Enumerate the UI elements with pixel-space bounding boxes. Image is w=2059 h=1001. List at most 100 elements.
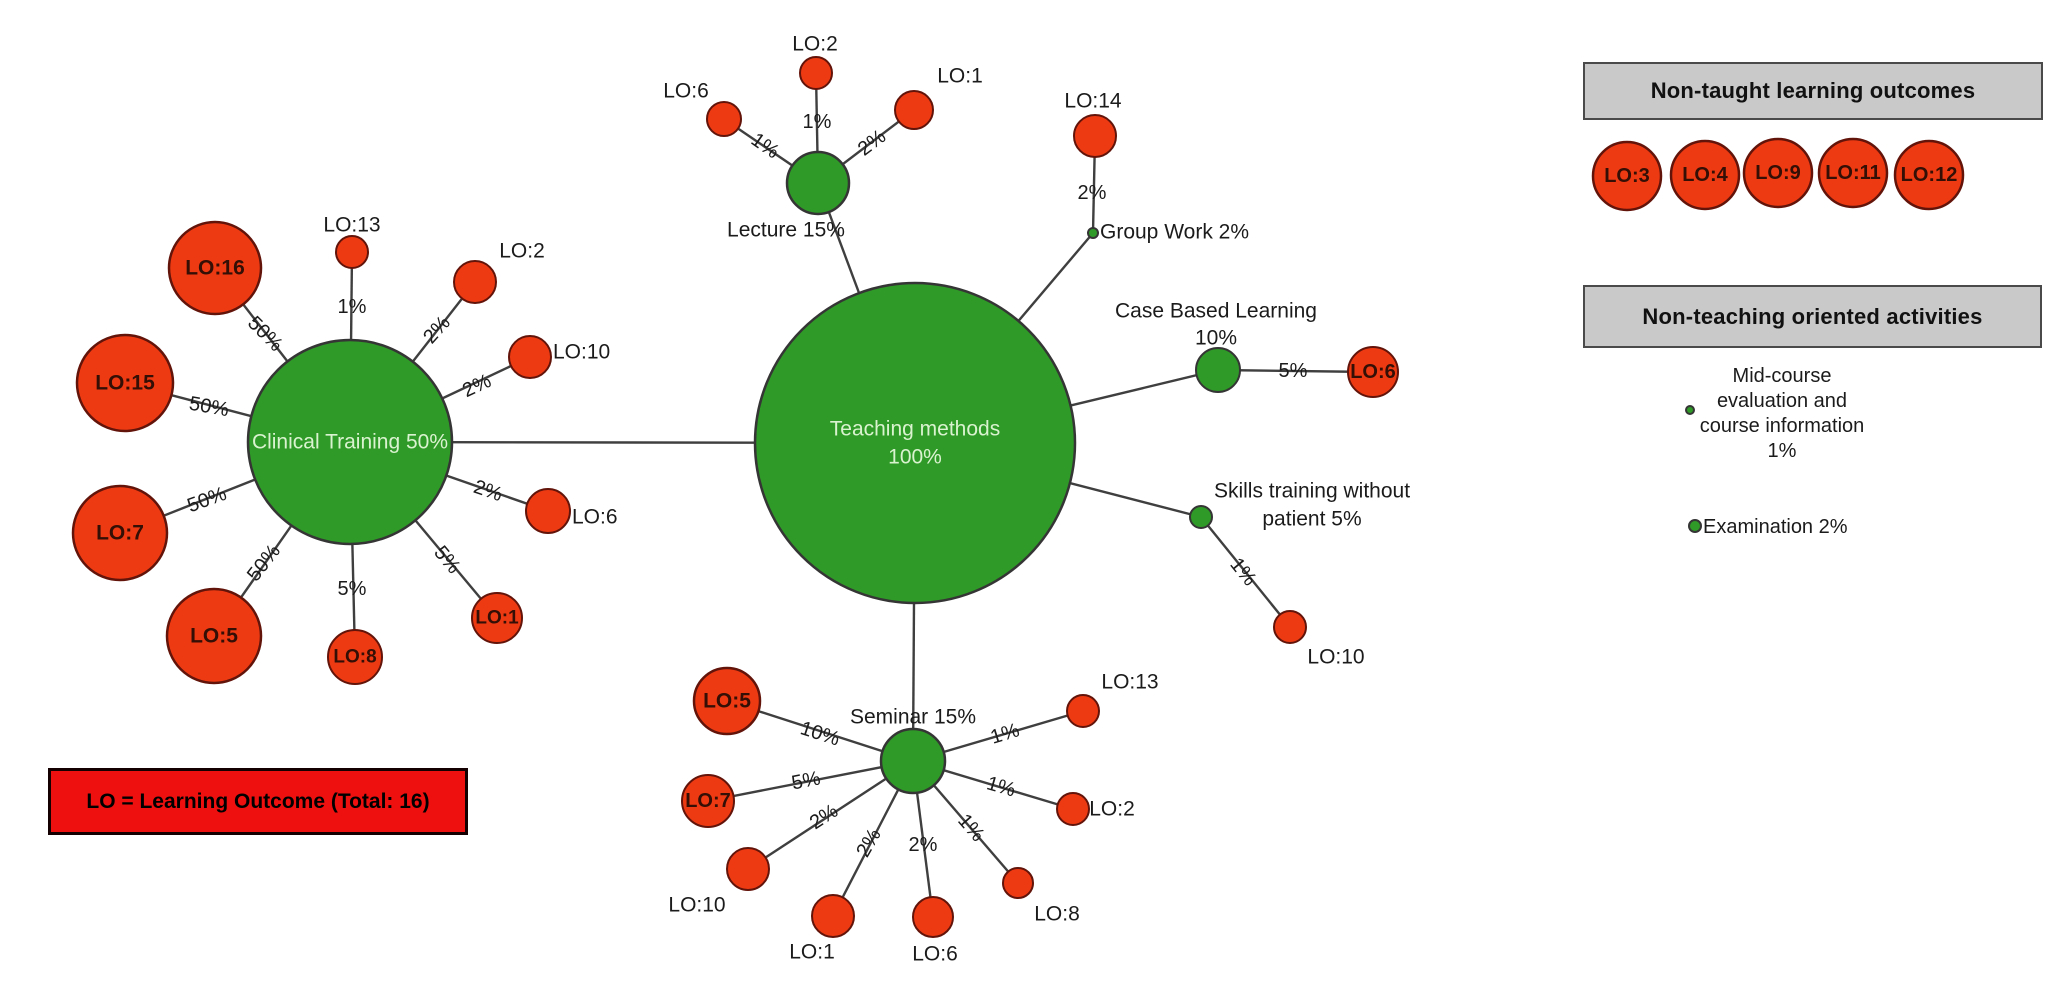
label-lo14: LO:14: [1064, 90, 1122, 113]
lo-circle-s8: [1002, 867, 1034, 899]
label-lo11: LO:11: [1825, 162, 1881, 184]
non-teaching-header: Non-teaching oriented activities: [1583, 285, 2042, 348]
edge-label-seminar-s7: 5%: [790, 767, 823, 794]
lo-circle-s10: [726, 847, 770, 891]
node-circle-skills: [1189, 505, 1213, 529]
lo-circle-c6: [525, 488, 571, 534]
edge-label-seminar-s13: 1%: [988, 719, 1022, 749]
label-lecture: Lecture 15%: [727, 219, 845, 242]
lo-circle-l2: [799, 56, 833, 90]
lo-circle-c15: [75, 333, 175, 433]
label-clinical: Clinical Training 50%: [252, 431, 448, 454]
label-c7: LO:7: [96, 522, 144, 545]
label-c15: LO:15: [95, 372, 155, 395]
label-cbl6: LO:6: [1350, 361, 1396, 383]
label-lo3: LO:3: [1604, 165, 1650, 187]
lo-circle-c8: [327, 629, 383, 685]
node-circle-examination_dot: [1688, 519, 1702, 533]
node-circle-seminar: [879, 727, 947, 795]
label-l2: LO:2: [792, 33, 838, 56]
lo-circle-c13: [335, 235, 369, 269]
lo-circle-c7: [71, 484, 169, 582]
edge-seminar-s7: [707, 759, 914, 803]
label-l1: LO:1: [937, 65, 983, 88]
lo-circle-s1: [811, 894, 855, 938]
edge-label-clinical-c2: 2%: [419, 312, 455, 348]
lo-circle-lo14: [1073, 114, 1117, 158]
lo-circle-l1: [894, 90, 934, 130]
lo-circle-lo12: [1893, 139, 1965, 211]
label-c8: LO:8: [333, 647, 376, 668]
lo-circle-c1: [471, 592, 523, 644]
lo-circle-c16: [167, 220, 263, 316]
edge-label-clinical-c5: 50%: [243, 540, 285, 585]
label-lo9: LO:9: [1755, 162, 1801, 184]
label-s10: LO:10: [668, 894, 725, 917]
label-groupwork: Group Work 2%: [1100, 221, 1249, 244]
edge-label-seminar-s1: 2%: [852, 825, 886, 861]
node-circle-teaching: [753, 281, 1077, 605]
edge-label-clinical-c10: 2%: [459, 370, 495, 402]
edge-label-groupwork-lo14: 2%: [1078, 182, 1107, 204]
lo-circle-s2: [1056, 792, 1090, 826]
edge-label-clinical-c13: 1%: [338, 296, 367, 318]
node-circle-lecture: [785, 150, 851, 216]
edge-label-seminar-s2: 1%: [984, 772, 1018, 801]
edge-label-clinical-c16: 50%: [243, 312, 287, 356]
edge-label-clinical-c7: 50%: [184, 483, 229, 517]
non-taught-header: Non-taught learning outcomes: [1583, 62, 2043, 120]
label-lo12: LO:12: [1901, 164, 1958, 186]
label-c10: LO:10: [553, 341, 610, 364]
node-circle-clinical: [246, 338, 454, 546]
edge-label-clinical-c8: 5%: [338, 578, 367, 600]
lo-circle-l6: [706, 101, 742, 137]
label-s5: LO:5: [703, 690, 751, 713]
lo-circle-s6: [912, 896, 954, 938]
label-sk10: LO:10: [1307, 646, 1364, 669]
edge-label-lecture-l2: 1%: [803, 111, 832, 133]
edge-label-seminar-s6: 2%: [909, 834, 938, 856]
edge-label-lecture-l6: 1%: [747, 129, 783, 164]
label-c16: LO:16: [185, 257, 245, 280]
lo-circle-c5: [165, 587, 263, 685]
label-cbl: Case Based Learning 10%: [1115, 300, 1317, 350]
lo-circle-lo3: [1591, 140, 1663, 212]
edge-skills-sk10: [1200, 516, 1291, 628]
label-skills: Skills training without patient 5%: [1214, 480, 1410, 531]
label-l6: LO:6: [663, 80, 709, 103]
lo-circle-lo4: [1669, 139, 1741, 211]
lo-circle-s7: [681, 774, 735, 828]
label-c2: LO:2: [499, 240, 545, 263]
label-s13: LO:13: [1101, 671, 1158, 694]
label-c1: LO:1: [475, 608, 519, 629]
label-s2: LO:2: [1089, 798, 1135, 821]
node-circle-midcourse_dot: [1685, 405, 1695, 415]
label-midcourse_dot: Mid-course evaluation and course informati…: [1700, 365, 1865, 462]
lo-circle-c2: [453, 260, 497, 304]
label-seminar: Seminar 15%: [850, 706, 976, 729]
label-c13: LO:13: [323, 214, 380, 237]
label-s8: LO:8: [1034, 903, 1080, 926]
label-s7: LO:7: [685, 790, 731, 812]
label-examination_dot: Examination 2%: [1703, 516, 1848, 538]
lo-circle-sk10: [1273, 610, 1307, 644]
label-lo4: LO:4: [1682, 164, 1728, 186]
lo-circle-lo11: [1817, 137, 1889, 209]
label-s6: LO:6: [912, 943, 958, 966]
edge-label-clinical-c6: 2%: [471, 476, 506, 506]
legend-box: LO = Learning Outcome (Total: 16): [48, 768, 468, 835]
node-circle-cbl: [1195, 347, 1241, 393]
edge-label-clinical-c15: 50%: [187, 393, 230, 422]
label-s1: LO:1: [789, 941, 835, 964]
edge-label-cbl-cbl6: 5%: [1279, 360, 1308, 382]
lo-circle-c10: [508, 335, 552, 379]
edge-label-seminar-s5: 10%: [798, 717, 843, 750]
node-circle-groupwork: [1087, 227, 1099, 239]
label-c5: LO:5: [190, 625, 238, 648]
label-teaching: Teaching methods 100%: [830, 418, 1000, 469]
label-c6: LO:6: [572, 506, 618, 529]
lo-circle-cbl6: [1347, 346, 1399, 398]
lo-circle-s13: [1066, 694, 1100, 728]
